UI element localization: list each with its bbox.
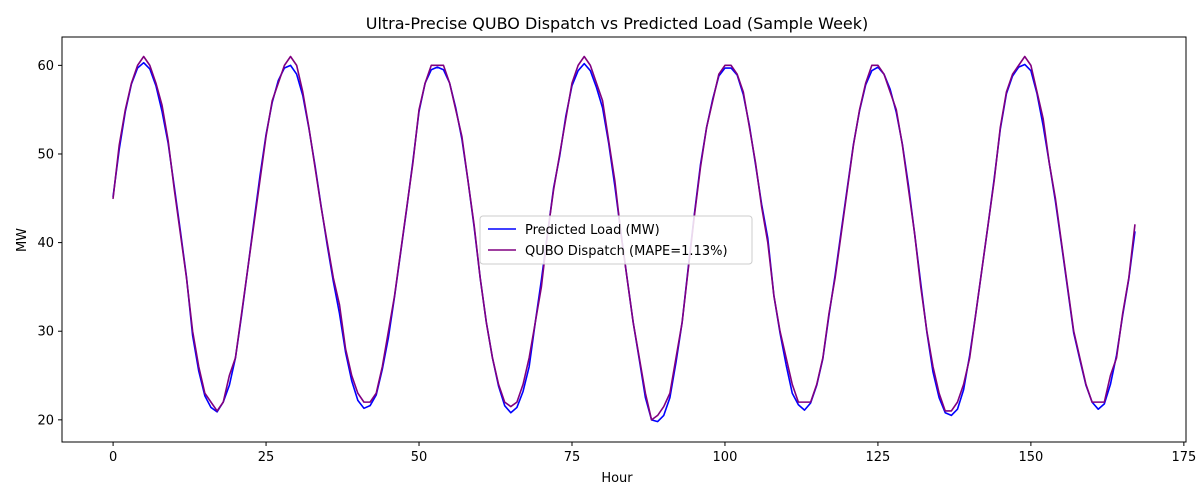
x-tick-label: 125 (866, 450, 891, 465)
x-tick-label: 25 (258, 450, 275, 465)
chart-title: Ultra-Precise QUBO Dispatch vs Predicted… (366, 14, 869, 33)
legend: Predicted Load (MW) QUBO Dispatch (MAPE=1… (479, 215, 753, 265)
x-axis-ticks: 0 25 50 75 100 125 150 175 (109, 442, 1196, 465)
x-tick-label: 175 (1171, 450, 1196, 465)
x-tick-label: 50 (411, 450, 428, 465)
x-tick-label: 150 (1018, 450, 1043, 465)
axes-frame (61, 36, 1187, 443)
y-axis-label: MW (15, 228, 30, 252)
y-tick-label: 60 (37, 59, 54, 74)
x-tick-label: 100 (713, 450, 738, 465)
legend-label: Predicted Load (MW) (525, 223, 660, 238)
x-tick-label: 75 (564, 450, 581, 465)
y-tick-label: 40 (37, 236, 54, 251)
x-tick-label: 0 (109, 450, 117, 465)
legend-label: QUBO Dispatch (MAPE=1.13%) (525, 244, 728, 259)
y-tick-label: 30 (37, 325, 54, 340)
y-tick-label: 20 (37, 413, 54, 428)
y-tick-label: 50 (37, 147, 54, 162)
y-axis-ticks: 20 30 40 50 60 (37, 59, 62, 428)
legend-box (479, 215, 753, 265)
x-axis-label: Hour (601, 471, 633, 486)
